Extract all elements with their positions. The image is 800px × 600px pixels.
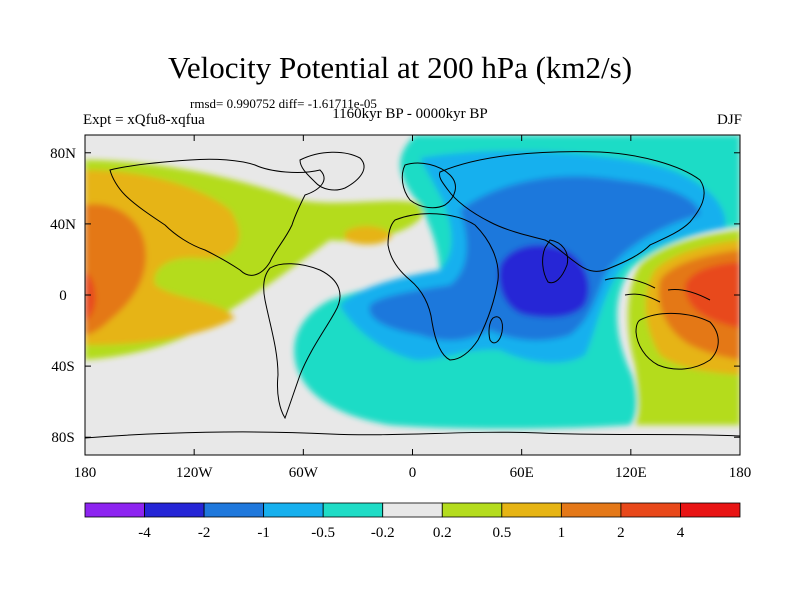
x-tick-label: 0 [409, 465, 417, 481]
europe-coast [401, 162, 456, 209]
pacific-red-core [85, 272, 96, 322]
x-tick-label: 180 [729, 465, 752, 481]
coastlines [85, 151, 740, 439]
statistics-text: rmsd= 0.990752 diff= -1.61711e-05 [190, 96, 377, 111]
x-tick-label: 120E [615, 465, 647, 481]
contour-field [85, 135, 740, 455]
y-tick-label: 40S [51, 359, 74, 375]
antarctica-coast [85, 431, 740, 439]
chart-title: Velocity Potential at 200 hPa (km2/s) [167, 50, 633, 85]
australia-coast [635, 312, 719, 370]
x-tick-label: 180 [74, 465, 97, 481]
colorbar: -4 -2 -1 -0.5 -0.2 0.2 0.5 1 2 4 [84, 502, 741, 541]
negative-anomaly-max [498, 245, 589, 318]
africa-coast [387, 213, 499, 361]
colorbar-swatch [560, 502, 622, 518]
colorbar-label: -0.5 [311, 525, 335, 541]
x-tick-label: 60W [289, 465, 319, 481]
india-coast [542, 239, 569, 284]
experiment-label: Expt = xQfu8-xqfua [83, 112, 205, 128]
colorbar-label: 0.2 [433, 525, 452, 541]
colorbar-label: 4 [677, 525, 685, 541]
x-tick-label: 120W [176, 465, 214, 481]
colorbar-swatch [441, 502, 503, 518]
colorbar-label: -2 [198, 525, 211, 541]
season-label: DJF [716, 112, 742, 128]
colorbar-swatch [322, 502, 384, 518]
x-tick-label: 60E [510, 465, 534, 481]
greenland-coast [299, 151, 365, 191]
colorbar-label: 1 [558, 525, 566, 541]
latitude-axis: 80N 40N 0 40S 80S [50, 146, 740, 446]
period-subtitle: 1160kyr BP - 0000kyr BP [332, 106, 488, 122]
y-tick-label: 0 [59, 288, 67, 304]
colorbar-swatch [263, 502, 324, 518]
asia-coast [439, 151, 705, 272]
colorbar-label: -4 [138, 525, 151, 541]
madagascar-coast [488, 316, 503, 344]
colorbar-swatch [382, 502, 443, 518]
colorbar-label: -0.2 [371, 525, 395, 541]
colorbar-label: 2 [617, 525, 625, 541]
colorbar-label: 0.5 [492, 525, 511, 541]
north-america-coast [109, 158, 325, 276]
y-tick-label: 40N [50, 217, 76, 233]
y-tick-label: 80N [50, 146, 76, 162]
atlantic-warm-patch [345, 226, 392, 245]
colorbar-label: -1 [257, 525, 270, 541]
colorbar-swatch [84, 502, 145, 518]
colorbar-swatch [501, 502, 562, 518]
colorbar-swatch [203, 502, 265, 518]
colorbar-swatch [144, 502, 205, 518]
maritime-continent-coast [604, 277, 711, 303]
south-america-coast [263, 263, 341, 420]
west-pacific-max [685, 262, 740, 328]
y-tick-label: 80S [51, 430, 74, 446]
longitude-axis: 180 120W 60W 0 60E 120E 180 [74, 135, 752, 481]
pacific-positive-max [85, 204, 146, 335]
colorbar-swatch [680, 502, 741, 518]
colorbar-swatch [620, 502, 681, 518]
